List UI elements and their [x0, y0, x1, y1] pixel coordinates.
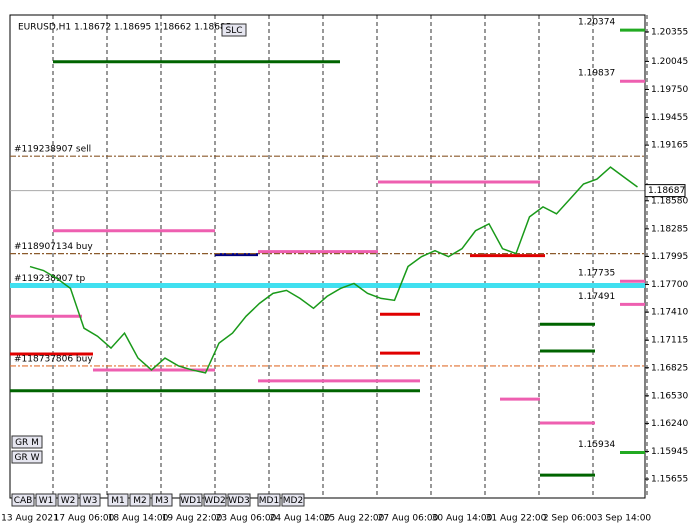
- annotation-label: 1.20374: [578, 18, 615, 28]
- y-tick-label: 1.18580: [651, 196, 688, 206]
- button[interactable]: [257, 493, 281, 507]
- button-label[interactable]: WD1: [180, 496, 202, 506]
- y-tick-label: 1.16240: [651, 419, 688, 429]
- button-label[interactable]: W1: [39, 496, 54, 506]
- y-tick-label: 1.16530: [651, 391, 688, 401]
- button[interactable]: [221, 23, 247, 37]
- x-tick-label: 25 Aug 22:00: [324, 514, 385, 524]
- button[interactable]: [151, 493, 173, 507]
- x-tick-label: 17 Aug 06:00: [54, 514, 115, 524]
- button[interactable]: [281, 493, 305, 507]
- button-label[interactable]: MD2: [283, 496, 303, 506]
- annotation-label: 1.17735: [578, 269, 615, 279]
- x-tick-label: 27 Aug 06:00: [378, 514, 439, 524]
- button-label[interactable]: CAB: [14, 496, 33, 506]
- button[interactable]: [179, 493, 203, 507]
- button[interactable]: [57, 493, 79, 507]
- order-label: #119238907 sell: [14, 145, 91, 155]
- annotation-label: 1.19837: [578, 69, 615, 79]
- button-label[interactable]: SLC: [225, 26, 242, 36]
- button[interactable]: [11, 450, 43, 464]
- y-tick-label: 1.20045: [651, 57, 688, 67]
- y-tick-label: 1.15655: [651, 475, 688, 485]
- button-label[interactable]: W2: [61, 496, 76, 506]
- button-label[interactable]: GR W: [15, 453, 40, 463]
- button[interactable]: [11, 435, 43, 449]
- order-label: #118737806 buy: [14, 354, 93, 364]
- price-line: [29, 166, 638, 374]
- button[interactable]: [35, 493, 57, 507]
- y-tick-label: 1.17995: [651, 252, 688, 262]
- order-label: #118907134 buy: [14, 242, 93, 252]
- y-tick-label: 1.17410: [651, 308, 688, 318]
- x-tick-label: 2 Sep 06:00: [543, 514, 598, 524]
- y-tick-label: 1.18285: [651, 224, 688, 234]
- button[interactable]: [11, 493, 35, 507]
- x-tick-label: 19 Aug 22:00: [162, 514, 223, 524]
- button[interactable]: [107, 493, 129, 507]
- button-label[interactable]: MD1: [259, 496, 279, 506]
- button[interactable]: [129, 493, 151, 507]
- x-tick-label: 18 Aug 14:00: [108, 514, 169, 524]
- button-label[interactable]: M1: [111, 496, 125, 506]
- x-tick-label: 30 Aug 14:00: [432, 514, 493, 524]
- button-label[interactable]: M2: [133, 496, 147, 506]
- annotation-label: 1.15934: [578, 440, 615, 450]
- y-tick-label: 1.19455: [651, 113, 688, 123]
- annotation-label: 1.17491: [578, 292, 615, 302]
- x-tick-label: 13 Aug 2021: [1, 514, 59, 524]
- y-tick-label: 1.19165: [651, 141, 688, 151]
- current-price-label: 1.18687: [648, 186, 685, 196]
- button-label[interactable]: GR M: [15, 438, 39, 448]
- x-tick-label: 24 Aug 14:00: [270, 514, 331, 524]
- button[interactable]: [203, 493, 227, 507]
- y-tick-label: 1.19750: [651, 85, 688, 95]
- y-tick-label: 1.15945: [651, 447, 688, 457]
- x-tick-label: 31 Aug 22:00: [486, 514, 547, 524]
- order-label: #119238907 tp: [14, 274, 85, 284]
- x-tick-label: 3 Sep 14:00: [597, 514, 652, 524]
- button-label[interactable]: WD3: [228, 496, 250, 506]
- current-price-box: [644, 184, 686, 198]
- y-tick-label: 1.20355: [651, 27, 688, 37]
- y-tick-label: 1.17115: [651, 336, 688, 346]
- button-label[interactable]: WD2: [204, 496, 226, 506]
- y-tick-label: 1.16825: [651, 363, 688, 373]
- y-tick-label: 1.17700: [651, 280, 688, 290]
- button[interactable]: [79, 493, 101, 507]
- button-label[interactable]: W3: [83, 496, 98, 506]
- chart-title: EURUSD,H1 1.18672 1.18695 1.18662 1.1868…: [18, 23, 231, 33]
- button-label[interactable]: M3: [155, 496, 169, 506]
- button[interactable]: [227, 493, 251, 507]
- x-tick-label: 23 Aug 06:00: [216, 514, 277, 524]
